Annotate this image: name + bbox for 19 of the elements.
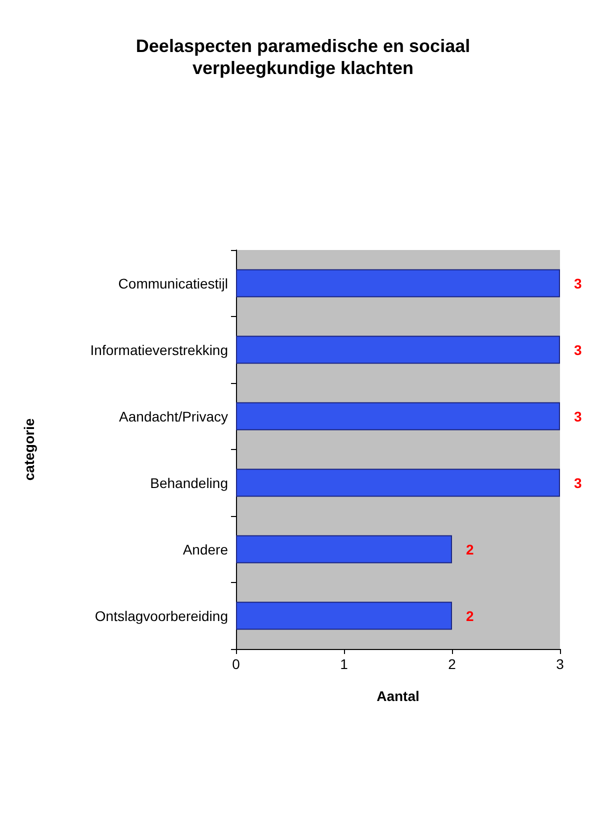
y-tick-label: Andere — [182, 541, 228, 558]
x-tick-label: 2 — [448, 656, 456, 672]
y-tick-label: Behandeling — [150, 474, 228, 491]
data-label: 2 — [466, 608, 474, 624]
y-tick-label: Communicatiestijl — [118, 275, 228, 292]
y-tick-label: Aandacht/Privacy — [119, 408, 228, 424]
y-tick-label: Informatieverstrekking — [90, 342, 228, 358]
data-label: 3 — [574, 342, 582, 358]
x-tick-label: 3 — [556, 656, 564, 672]
y-axis-title: categorie — [21, 418, 37, 481]
x-tick-label: 1 — [340, 656, 348, 672]
y-tick-label: Ontslagvoorbereiding — [94, 608, 228, 624]
data-label: 3 — [574, 408, 582, 424]
x-axis-title: Aantal — [376, 688, 420, 704]
data-label: 2 — [466, 541, 474, 558]
data-label: 3 — [574, 275, 582, 292]
x-tick-label: 0 — [232, 656, 240, 672]
data-label: 3 — [574, 474, 582, 491]
chart-title: Deelaspecten paramedische en sociaal verpleegkundige klachten — [136, 36, 470, 78]
